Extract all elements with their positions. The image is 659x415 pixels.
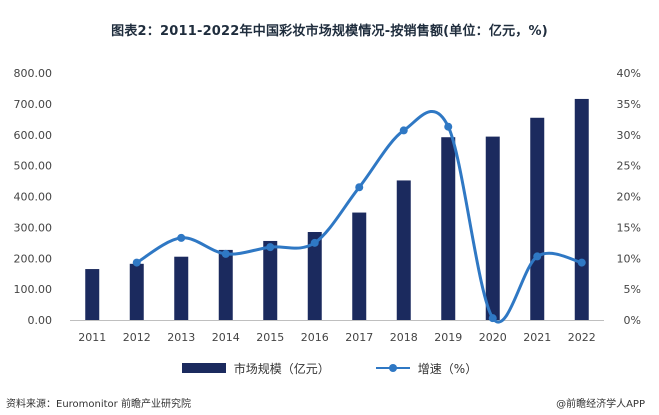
bars-layer [85,98,589,320]
x-tick-label-2013: 2013 [167,331,195,344]
y-left-tick-label: 0.00 [28,314,53,327]
growth-point-2022 [577,258,586,267]
bar-2020 [485,136,500,320]
y-left-tick-label: 700.00 [14,98,53,111]
y-left-tick-label: 300.00 [14,221,53,234]
growth-point-2013 [177,233,186,242]
x-tick-label-2012: 2012 [123,331,151,344]
y-right-tick-label: 25% [617,160,641,173]
x-tick-label-2020: 2020 [479,331,507,344]
x-tick-label-2011: 2011 [78,331,106,344]
y-left-tick-label: 800.00 [14,67,53,80]
tick-labels-layer: 0.00 100.00 200.00 300.00 400.00 500.00 600.00… [14,67,642,344]
y-right-tick-label: 0% [624,314,641,327]
legend: 市场规模（亿元） 增速（%） [0,358,659,378]
x-tick-label-2022: 2022 [568,331,596,344]
legend-label-growth: 增速（%） [417,361,478,376]
y-right-tick-label: 15% [617,221,641,234]
growth-point-2016 [310,238,319,247]
y-right-tick-label: 5% [624,283,641,296]
bar-2013 [174,256,189,320]
source-note: 资料来源：Euromonitor 前瞻产业研究院 [6,399,191,410]
bar-2014 [218,249,233,320]
chart-title: 图表2：2011-2022年中国彩妆市场规模情况-按销售额(单位：亿元，%) [111,24,548,39]
growth-point-2012 [132,258,141,267]
x-tick-label-2016: 2016 [301,331,329,344]
growth-point-2014 [221,249,230,258]
bar-2018 [396,180,411,320]
bar-2022 [574,98,589,320]
x-tick-label-2018: 2018 [390,331,418,344]
growth-point-2021 [533,252,542,261]
x-tick-label-2017: 2017 [345,331,373,344]
legend-bar-swatch [181,363,226,373]
bar-2017 [352,212,367,320]
y-left-tick-label: 500.00 [14,160,53,173]
y-left-tick-label: 200.00 [14,252,53,265]
x-tick-label-2021: 2021 [523,331,551,344]
x-tick-label-2019: 2019 [434,331,462,344]
y-right-tick-label: 40% [617,67,641,80]
legend-label-market-size: 市场规模（亿元） [233,361,330,376]
growth-point-2020 [488,314,497,323]
bar-2021 [530,117,545,320]
legend-item-growth: 增速（%） [375,360,478,377]
y-left-tick-label: 100.00 [14,283,53,296]
growth-point-2019 [444,122,453,131]
brand-credit: @前瞻经济学人APP [556,399,645,410]
legend-item-market-size: 市场规模（亿元） [181,360,330,377]
growth-point-2018 [399,126,408,135]
y-right-tick-label: 30% [617,129,641,142]
y-right-tick-label: 35% [617,98,641,111]
bar-2015 [263,240,278,320]
bar-2019 [441,137,456,320]
chart-area: 0.00 100.00 200.00 300.00 400.00 500.00 600.00… [14,67,642,344]
legend-line-swatch [375,363,410,373]
y-left-tick-label: 400.00 [14,191,53,204]
bar-2011 [85,269,100,320]
x-tick-label-2015: 2015 [256,331,284,344]
bar-2016 [307,232,322,320]
bar-2012 [129,263,144,320]
y-right-tick-label: 20% [617,191,641,204]
y-left-tick-label: 600.00 [14,129,53,142]
growth-line-layer [132,110,586,324]
x-tick-label-2014: 2014 [212,331,240,344]
y-right-tick-label: 10% [617,252,641,265]
growth-point-2017 [355,183,364,192]
growth-point-2015 [266,243,275,252]
